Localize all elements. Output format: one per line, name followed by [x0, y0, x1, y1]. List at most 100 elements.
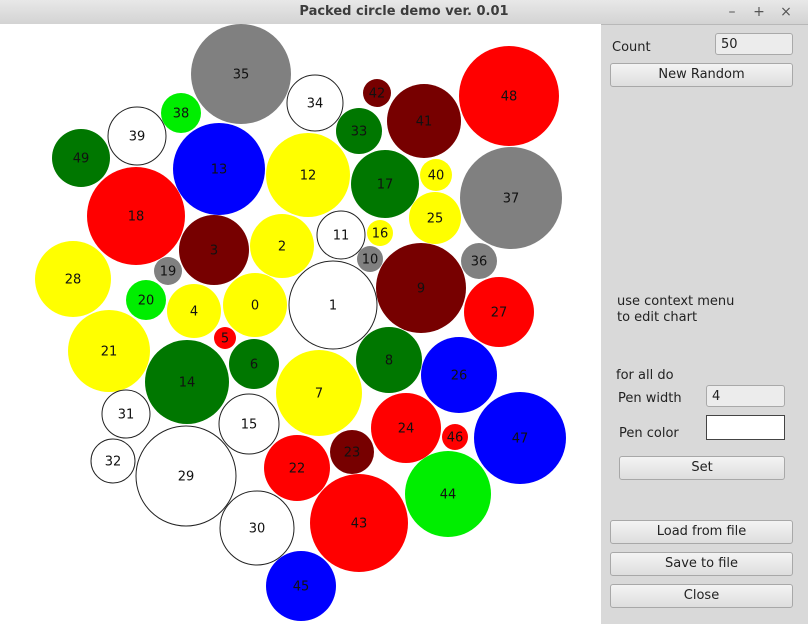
circle-33[interactable] — [336, 108, 382, 154]
load-from-file-button[interactable]: Load from file — [610, 520, 793, 544]
circle-28[interactable] — [35, 241, 111, 317]
circle-20[interactable] — [126, 280, 166, 320]
title-bar[interactable]: Packed circle demo ver. 0.01 – + × — [0, 0, 808, 25]
circle-label-31: 31 — [118, 408, 135, 423]
circle-34[interactable] — [286, 74, 344, 132]
count-input[interactable]: 50 — [715, 33, 793, 55]
pen-width-input[interactable]: 4 — [706, 385, 785, 407]
circle-35[interactable] — [191, 24, 291, 124]
circle-label-14: 14 — [179, 376, 196, 391]
circle-10[interactable] — [357, 246, 383, 272]
circle-label-22: 22 — [289, 462, 306, 477]
circle-label-29: 29 — [178, 470, 195, 485]
circle-39[interactable] — [107, 106, 167, 166]
circle-21[interactable] — [68, 310, 150, 392]
circle-37[interactable] — [460, 147, 562, 249]
circle-27[interactable] — [464, 277, 534, 347]
circle-label-37: 37 — [503, 192, 520, 207]
circle-49[interactable] — [52, 129, 110, 187]
circle-label-18: 18 — [128, 210, 145, 225]
circle-0[interactable] — [223, 273, 287, 337]
circle-5[interactable] — [214, 327, 236, 349]
circle-label-41: 41 — [416, 115, 433, 130]
circle-label-17: 17 — [377, 178, 394, 193]
circle-22[interactable] — [264, 435, 330, 501]
circle-label-24: 24 — [398, 422, 415, 437]
circle-17[interactable] — [351, 150, 419, 218]
circle-label-34: 34 — [307, 97, 324, 112]
circle-label-33: 33 — [351, 125, 368, 140]
circle-43[interactable] — [310, 474, 408, 572]
hint-line-1: use context menu — [617, 294, 735, 309]
pen-width-label: Pen width — [618, 391, 682, 406]
circle-label-36: 36 — [471, 255, 488, 270]
circle-8[interactable] — [356, 327, 422, 393]
circle-23[interactable] — [330, 430, 374, 474]
circle-45[interactable] — [266, 551, 336, 621]
circle-40[interactable] — [420, 159, 452, 191]
circle-24[interactable] — [371, 393, 441, 463]
circle-label-9: 9 — [417, 282, 425, 297]
circle-6[interactable] — [229, 339, 279, 389]
circle-26[interactable] — [421, 337, 497, 413]
circle-36[interactable] — [461, 243, 497, 279]
circle-31[interactable] — [101, 389, 151, 439]
circle-16[interactable] — [367, 220, 393, 246]
circle-label-15: 15 — [241, 418, 258, 433]
circle-29[interactable] — [135, 425, 237, 527]
circle-30[interactable] — [219, 490, 295, 566]
circle-46[interactable] — [442, 424, 468, 450]
minimize-icon[interactable]: – — [728, 4, 736, 20]
close-button[interactable]: Close — [610, 584, 793, 608]
circle-12[interactable] — [266, 133, 350, 217]
count-label: Count — [612, 40, 651, 55]
circle-13[interactable] — [173, 123, 265, 215]
circle-label-46: 46 — [447, 431, 464, 446]
circle-label-25: 25 — [427, 212, 444, 227]
circle-label-42: 42 — [369, 87, 386, 102]
circle-label-32: 32 — [105, 455, 122, 470]
close-window-icon[interactable]: × — [780, 4, 792, 20]
circle-label-49: 49 — [73, 152, 90, 167]
circle-chart-canvas[interactable]: 35 34 42 48 38 39 33 41 49 13 12 17 40 37 18 25 3 2 11 16 10… — [0, 24, 601, 624]
circle-15[interactable] — [218, 393, 280, 455]
circle-3[interactable] — [179, 215, 249, 285]
circle-label-27: 27 — [491, 306, 508, 321]
circle-44[interactable] — [405, 451, 491, 537]
circle-14[interactable] — [145, 340, 229, 424]
circle-1[interactable] — [288, 260, 378, 350]
circle-label-7: 7 — [315, 387, 323, 402]
circle-9[interactable] — [376, 243, 466, 333]
circle-19[interactable] — [154, 257, 182, 285]
circle-label-2: 2 — [278, 240, 286, 255]
circle-11[interactable] — [316, 210, 366, 260]
circle-label-20: 20 — [138, 294, 155, 309]
circle-label-5: 5 — [221, 332, 229, 347]
window-title: Packed circle demo ver. 0.01 — [299, 4, 509, 19]
circle-label-45: 45 — [293, 580, 310, 595]
circle-47[interactable] — [474, 392, 566, 484]
circle-25[interactable] — [409, 192, 461, 244]
circle-label-48: 48 — [501, 90, 518, 105]
maximize-icon[interactable]: + — [753, 4, 765, 20]
new-random-button[interactable]: New Random — [610, 63, 793, 87]
for-all-label: for all do — [616, 368, 674, 383]
circle-48[interactable] — [459, 46, 559, 146]
circle-label-40: 40 — [428, 169, 445, 184]
circle-41[interactable] — [387, 84, 461, 158]
circle-4[interactable] — [167, 284, 221, 338]
circle-32[interactable] — [90, 438, 136, 484]
circle-label-4: 4 — [190, 305, 198, 320]
circle-2[interactable] — [250, 214, 314, 278]
circle-42[interactable] — [363, 79, 391, 107]
circle-7[interactable] — [276, 350, 362, 436]
save-to-file-button[interactable]: Save to file — [610, 552, 793, 576]
set-button[interactable]: Set — [619, 456, 785, 480]
circle-label-13: 13 — [211, 163, 228, 178]
circle-38[interactable] — [161, 93, 201, 133]
circle-label-11: 11 — [333, 229, 350, 244]
circle-18[interactable] — [87, 167, 185, 265]
hint-line-2: to edit chart — [617, 310, 698, 325]
pen-color-swatch[interactable] — [706, 415, 785, 440]
